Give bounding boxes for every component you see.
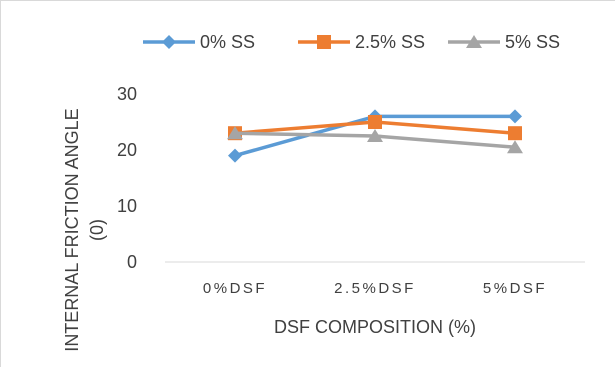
y-axis-title-line-2: (0) xyxy=(87,219,107,241)
y-axis-ticks: 0 10 20 30 xyxy=(117,84,137,272)
x-axis-ticks: 0%DSF 2.5%DSF 5%DSF xyxy=(203,280,547,297)
legend-marker xyxy=(466,35,482,48)
data-point xyxy=(508,109,522,124)
legend-marker xyxy=(317,35,331,49)
y-tick-label: 20 xyxy=(117,140,137,160)
legend-label: 5% SS xyxy=(505,32,560,52)
data-point xyxy=(227,126,243,140)
legend-marker xyxy=(162,35,176,49)
x-axis-title: DSF COMPOSITION (%) xyxy=(274,317,476,337)
x-tick-label: 2.5%DSF xyxy=(334,280,416,297)
legend-item: 0% SS xyxy=(143,32,255,52)
data-point xyxy=(508,126,522,141)
series-layer xyxy=(227,109,523,163)
legend-item: 5% SS xyxy=(448,32,560,52)
y-tick-label: 0 xyxy=(127,252,137,272)
y-axis-title-line-1: INTERNAL FRICTION ANGLE xyxy=(62,108,82,351)
x-tick-label: 0%DSF xyxy=(203,280,267,297)
data-point xyxy=(368,115,382,129)
data-point xyxy=(367,129,383,142)
data-point xyxy=(228,148,242,163)
x-tick-label: 5%DSF xyxy=(483,280,547,297)
legend-item: 2.5% SS xyxy=(298,32,425,52)
series-3 xyxy=(227,126,523,154)
data-point xyxy=(507,140,523,154)
y-tick-label: 10 xyxy=(117,196,137,216)
legend-label: 0% SS xyxy=(200,32,255,52)
legend-label: 2.5% SS xyxy=(355,32,425,52)
legend: 0% SS 2.5% SS 5% SS xyxy=(143,32,560,52)
y-tick-label: 30 xyxy=(117,84,137,104)
